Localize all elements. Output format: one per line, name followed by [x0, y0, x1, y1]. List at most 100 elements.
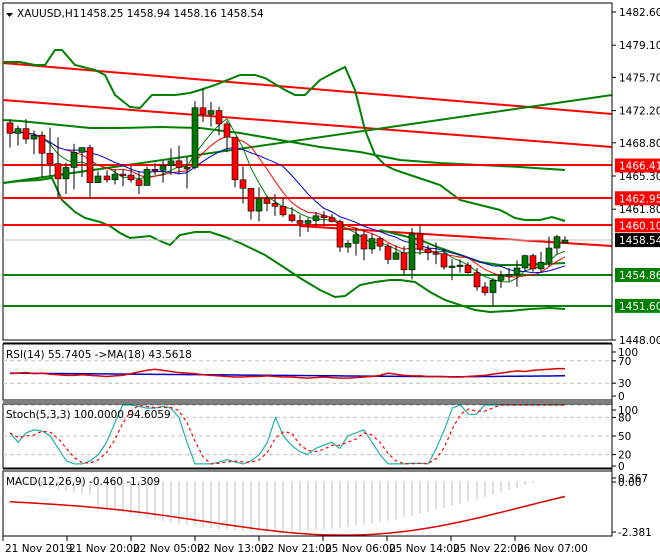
candle [304, 217, 312, 232]
axis-tick-label: 30 [618, 378, 631, 390]
candle-body [247, 188, 255, 212]
candle [167, 148, 175, 176]
price-tick-label: 1461.80 [619, 204, 660, 216]
candle-body [505, 274, 513, 277]
time-tick-label: 25 Nov 14:00 [389, 543, 460, 555]
candle [408, 228, 416, 280]
candle [344, 240, 352, 253]
candle [30, 130, 38, 155]
trendline [2, 62, 613, 115]
candle-body [239, 179, 247, 189]
candle-body [408, 233, 416, 271]
candle-body [416, 233, 424, 250]
axis-tick-label: 80 [618, 412, 631, 424]
candle [175, 145, 183, 175]
candle-body [78, 147, 86, 153]
candle-body [199, 107, 207, 115]
bollinger-upper [3, 49, 566, 222]
candle-body [191, 107, 199, 168]
price-tick-label: 1468.80 [619, 138, 660, 150]
price-tag-resistance [615, 191, 660, 206]
candle-body [537, 261, 545, 270]
candle-body [30, 134, 38, 140]
candle-body [231, 136, 239, 181]
main-price-pane[interactable]: XAUUSD,H1 1458.25 1458.94 1458.16 1458.5… [2, 2, 613, 341]
candle [231, 136, 239, 188]
candle [489, 278, 497, 307]
price-tag-support [615, 267, 660, 282]
time-tick-label: 22 Nov 13:00 [197, 543, 268, 555]
candle-body [70, 152, 78, 168]
candle-body [529, 255, 537, 270]
candle-body [255, 198, 263, 212]
main-pane-frame [2, 2, 613, 341]
moving-averages-layer [9, 117, 566, 283]
candle-body [561, 239, 569, 244]
candle [384, 243, 392, 265]
candle [288, 207, 296, 223]
candle [151, 162, 159, 176]
candle [159, 160, 167, 183]
candle [473, 267, 481, 291]
candle [320, 211, 328, 227]
bollinger-lower [2, 176, 566, 314]
axis-tick-label: 70 [618, 356, 631, 368]
candle-body [296, 220, 304, 224]
candle-body [143, 169, 151, 186]
candle-body [312, 215, 320, 221]
candle-body [54, 163, 62, 180]
candle [537, 251, 545, 272]
candle [62, 162, 70, 195]
candle [78, 147, 86, 177]
candle [296, 214, 304, 237]
price-tick-label: 1482.60 [619, 7, 660, 19]
price-tag-resistance [615, 218, 660, 233]
axis-tick-label: 100 [618, 347, 638, 359]
axis-tick-label: 100 [618, 405, 638, 417]
axis-tick-label: 0.00 [618, 477, 641, 489]
candle-body [288, 214, 296, 221]
candle [143, 166, 151, 186]
price-tag-label: 1460.10 [619, 220, 660, 232]
candle-body [111, 173, 119, 181]
candle-body [368, 238, 376, 250]
candle [360, 230, 368, 261]
candle-body [103, 175, 111, 181]
candle [440, 248, 448, 270]
price-tick-label: 1472.20 [619, 106, 660, 118]
candle [497, 270, 505, 288]
candle-body [167, 160, 175, 166]
stoch-lines [3, 404, 612, 465]
candle-body [38, 134, 46, 154]
candle [54, 137, 62, 198]
rsi-pane[interactable]: RSI(14) 55.7405 ->MA(18) 43.5618 [2, 342, 613, 401]
candle [215, 106, 223, 136]
candle-body [440, 253, 448, 268]
candle [521, 254, 529, 271]
candle [22, 119, 30, 144]
candle-body [159, 165, 167, 171]
axis-tick-label: 0 [618, 461, 625, 473]
candle [14, 125, 22, 146]
stoch-pane[interactable]: Stoch(5,3,3) 100.0000 94.6059 [2, 401, 613, 469]
candle [464, 262, 472, 274]
stoch-title: Stoch(5,3,3) 100.0000 94.6059 [6, 409, 171, 421]
candle [545, 236, 553, 268]
candle-body [6, 122, 14, 134]
triangle-down-icon[interactable] [6, 13, 13, 17]
macd-pane[interactable]: MACD(12,26,9) -0.460 -1.309 [2, 468, 613, 537]
candle [279, 197, 287, 217]
candle-body [94, 175, 102, 183]
candle [183, 157, 191, 189]
candle [392, 245, 400, 260]
candle [86, 144, 94, 199]
candle [553, 234, 561, 255]
price-tag-label: 1466.41 [619, 160, 660, 172]
candle [38, 131, 46, 177]
candle-body [424, 248, 432, 254]
candle-body [328, 217, 336, 222]
candle-body [336, 221, 344, 248]
candle [207, 102, 215, 127]
